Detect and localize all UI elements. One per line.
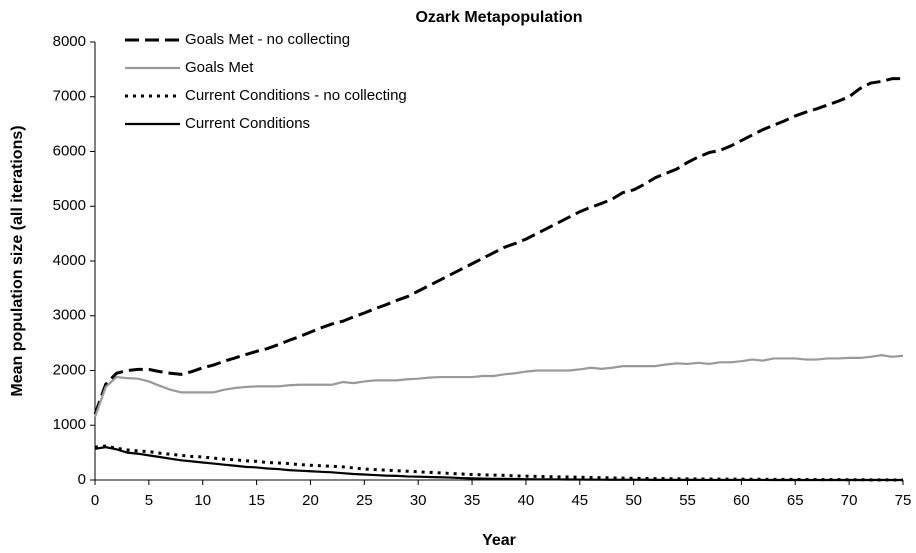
y-tick-label: 4000 [53,252,86,269]
y-tick-label: 0 [78,471,86,488]
x-tick-label: 75 [895,492,912,509]
series-line [93,77,903,415]
legend-label: Current Conditions [185,115,310,132]
y-tick-label: 5000 [53,197,86,214]
y-axis-label: Mean population size (all iterations) [9,125,26,396]
x-tick-label: 15 [248,492,265,509]
y-tick-label: 3000 [53,307,86,324]
chart-title: Ozark Metapopulation [415,9,582,26]
x-tick-label: 25 [356,492,373,509]
y-tick-label: 6000 [53,142,86,159]
x-tick-label: 0 [91,492,99,509]
y-tick-label: 2000 [53,361,86,378]
series-line [94,446,903,482]
x-tick-label: 5 [145,492,153,509]
y-tick-label: 1000 [53,416,86,433]
x-tick-label: 55 [679,492,696,509]
legend-label: Current Conditions - no collecting [185,87,407,104]
x-tick-label: 50 [625,492,642,509]
x-tick-label: 20 [302,492,319,509]
x-tick-label: 65 [787,492,804,509]
x-tick-label: 35 [464,492,481,509]
x-tick-label: 10 [194,492,211,509]
x-tick-label: 60 [733,492,750,509]
y-tick-label: 7000 [53,88,86,105]
legend-label: Goals Met - no collecting [185,31,350,48]
x-tick-label: 40 [518,492,535,509]
series-line [93,354,904,418]
legend-label: Goals Met [185,59,254,76]
x-tick-label: 30 [410,492,427,509]
y-tick-label: 8000 [53,33,86,50]
x-tick-label: 45 [571,492,588,509]
x-tick-label: 70 [841,492,858,509]
x-axis-label: Year [482,532,516,549]
